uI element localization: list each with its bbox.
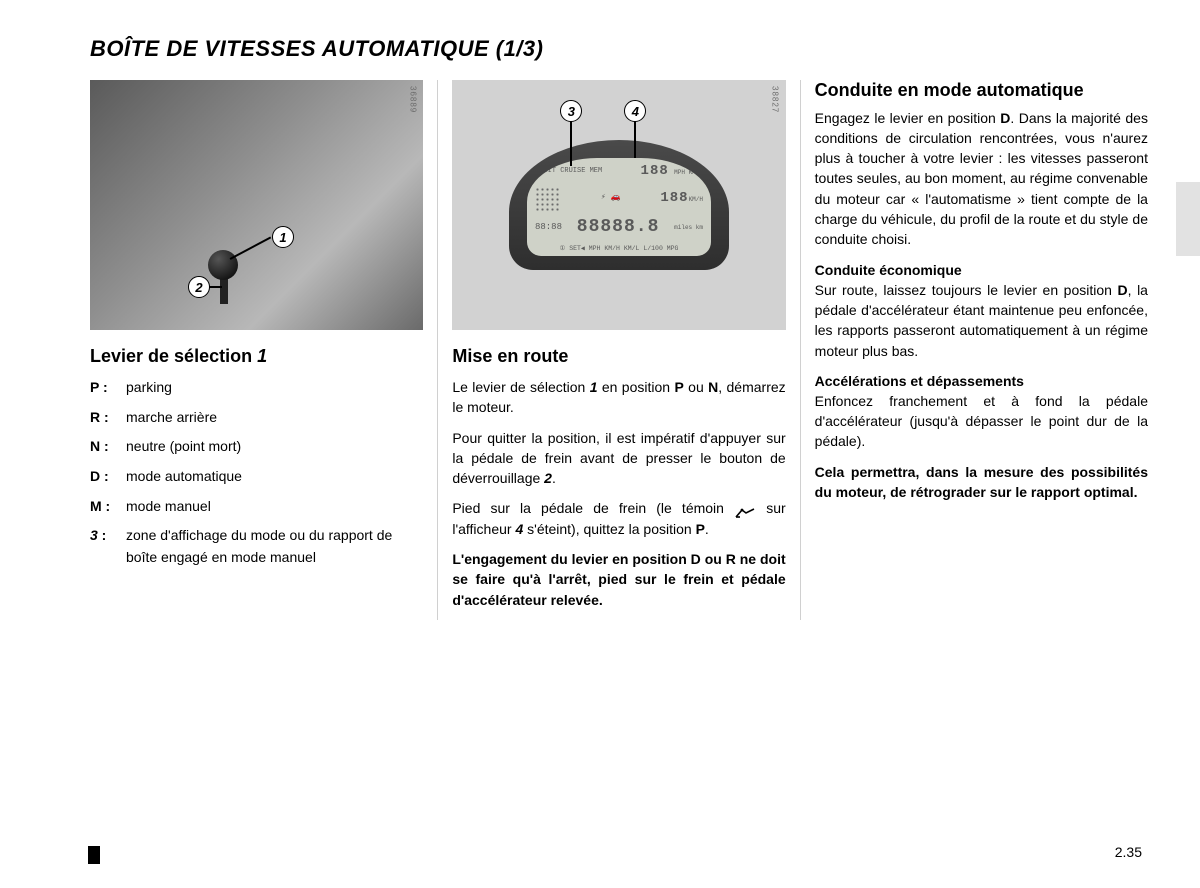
def-row: P :parking	[90, 377, 423, 399]
corner-mark	[88, 846, 100, 864]
page-title: BOÎTE DE VITESSES AUTOMATIQUE (1/3)	[90, 36, 1148, 62]
figure-id: 36889	[408, 86, 417, 113]
def-row: R :marche arrière	[90, 407, 423, 429]
startup-p2: Pour quitter la position, il est impérat…	[452, 428, 785, 489]
callout-line-2	[208, 286, 222, 288]
dash-odo: 88888.8	[577, 218, 660, 238]
dash-dots-icon	[535, 187, 561, 211]
accel-heading: Accélérations et dépassements	[815, 373, 1148, 389]
lever-heading: Levier de sélection 1	[90, 346, 423, 367]
callout-3-label: 3	[568, 105, 575, 118]
callout-4: 4	[624, 100, 646, 122]
def-val: parking	[126, 377, 423, 399]
def-key: R :	[90, 407, 126, 429]
t: Le levier de sélection	[452, 379, 589, 395]
startup-heading: Mise en route	[452, 346, 785, 367]
startup-p3: Pied sur la pédale de frein (le témoin s…	[452, 498, 785, 539]
pos: D	[1000, 110, 1010, 126]
callout-1: 1	[272, 226, 294, 248]
accel-p1: Enfoncez franchement et à fond la pédale…	[815, 391, 1148, 452]
ref-num: 2	[544, 470, 552, 486]
lever-heading-num: 1	[257, 346, 267, 366]
dash-row-2: ⚡ 🚗 188KM/H	[535, 187, 703, 211]
gear-definitions: P :parking R :marche arrière N :neutre (…	[90, 377, 423, 569]
def-row: D :mode automatique	[90, 466, 423, 488]
t: Sur route, laissez toujours le levier en…	[815, 282, 1118, 298]
dash-footer: ① SET◀ MPH KM/H KM/L L/100 MPG	[535, 245, 703, 252]
callout-4-label: 4	[632, 105, 639, 118]
pos: P	[696, 521, 705, 537]
eco-heading: Conduite économique	[815, 262, 1148, 278]
dash-unit: MPH KM/H	[674, 169, 703, 176]
callout-line-3	[570, 120, 572, 166]
auto-p1: Engagez le levier en position D. Dans la…	[815, 108, 1148, 250]
page-content: BOÎTE DE VITESSES AUTOMATIQUE (1/3) 3688…	[0, 0, 1200, 620]
eco-p: Sur route, laissez toujours le levier en…	[815, 280, 1148, 361]
def-val: marche arrière	[126, 407, 423, 429]
t: Engagez le levier en position	[815, 110, 1001, 126]
accel-p2: Cela permettra, dans la mesure des possi…	[815, 462, 1148, 503]
t: L'engagement du levier en position D ou …	[452, 551, 785, 608]
pos: P	[674, 379, 683, 395]
callout-3: 3	[560, 100, 582, 122]
figure-id: 38827	[771, 86, 780, 113]
dashboard-screen: LIMIT CRUISE MEM 188 MPH KM/H ⚡ 🚗 188KM/…	[527, 158, 711, 256]
def-key-suffix: :	[98, 527, 107, 543]
t: s'éteint), quittez la position	[523, 521, 695, 537]
column-2: 38827 LIMIT CRUISE MEM 188 MPH KM/H ⚡ 🚗 …	[437, 80, 799, 620]
foot-brake-icon	[734, 504, 756, 516]
dash-label: LIMIT CRUISE MEM	[535, 168, 602, 176]
t: .	[705, 521, 709, 537]
def-key-num: 3	[90, 527, 98, 543]
def-key: P :	[90, 377, 126, 399]
def-row: N :neutre (point mort)	[90, 436, 423, 458]
t: en position	[597, 379, 674, 395]
t: ou	[684, 379, 708, 395]
def-key: 3 :	[90, 525, 126, 568]
callout-line-4	[634, 120, 636, 158]
figure-dashboard: 38827 LIMIT CRUISE MEM 188 MPH KM/H ⚡ 🚗 …	[452, 80, 785, 330]
callout-1-label: 1	[279, 231, 286, 244]
def-val: mode manuel	[126, 496, 423, 518]
t: Pied sur la pédale de frein (le témoin	[452, 500, 734, 516]
column-3: Conduite en mode automatique Engagez le …	[800, 80, 1148, 620]
def-val: neutre (point mort)	[126, 436, 423, 458]
dash-value: 188	[641, 163, 669, 179]
columns: 36889 1 2 Levier de sélection 1 P :parki…	[90, 80, 1148, 620]
gear-knob	[208, 250, 238, 280]
t: . Dans la majorité des conditions de cir…	[815, 110, 1148, 248]
figure-gear-lever: 36889 1 2	[90, 80, 423, 330]
dash-time: 88:88	[535, 223, 562, 233]
t: Pour quitter la position, il est impérat…	[452, 430, 785, 487]
section-tab	[1176, 182, 1200, 256]
gear-stick	[220, 276, 228, 304]
auto-mode-heading: Conduite en mode automatique	[815, 80, 1148, 102]
def-row: 3 : zone d'affichage du mode ou du rappo…	[90, 525, 423, 568]
lever-heading-text: Levier de sélection	[90, 346, 257, 366]
def-val: mode automatique	[126, 466, 423, 488]
def-row: M :mode manuel	[90, 496, 423, 518]
interior-illustration	[90, 80, 423, 330]
page-number: 2.35	[1115, 844, 1142, 860]
def-key: N :	[90, 436, 126, 458]
def-val: zone d'affichage du mode ou du rapport d…	[126, 525, 423, 568]
dash-row-3: 88:88 88888.8 miles km	[535, 218, 703, 238]
startup-p4: L'engagement du levier en position D ou …	[452, 549, 785, 610]
dash-unit: miles km	[674, 225, 703, 231]
def-key: D :	[90, 466, 126, 488]
dash-unit: KM/H	[689, 196, 703, 203]
t: Cela permettra, dans la mesure des possi…	[815, 464, 1148, 500]
startup-p1: Le levier de sélection 1 en position P o…	[452, 377, 785, 418]
pos: D	[1118, 282, 1128, 298]
dashboard-bezel: LIMIT CRUISE MEM 188 MPH KM/H ⚡ 🚗 188KM/…	[509, 140, 729, 270]
pos: N	[708, 379, 718, 395]
dash-value: 188	[660, 190, 688, 206]
dash-row-1: LIMIT CRUISE MEM 188 MPH KM/H	[535, 164, 703, 179]
def-key: M :	[90, 496, 126, 518]
column-1: 36889 1 2 Levier de sélection 1 P :parki…	[90, 80, 437, 620]
callout-2: 2	[188, 276, 210, 298]
t: .	[552, 470, 556, 486]
callout-2-label: 2	[195, 281, 202, 294]
